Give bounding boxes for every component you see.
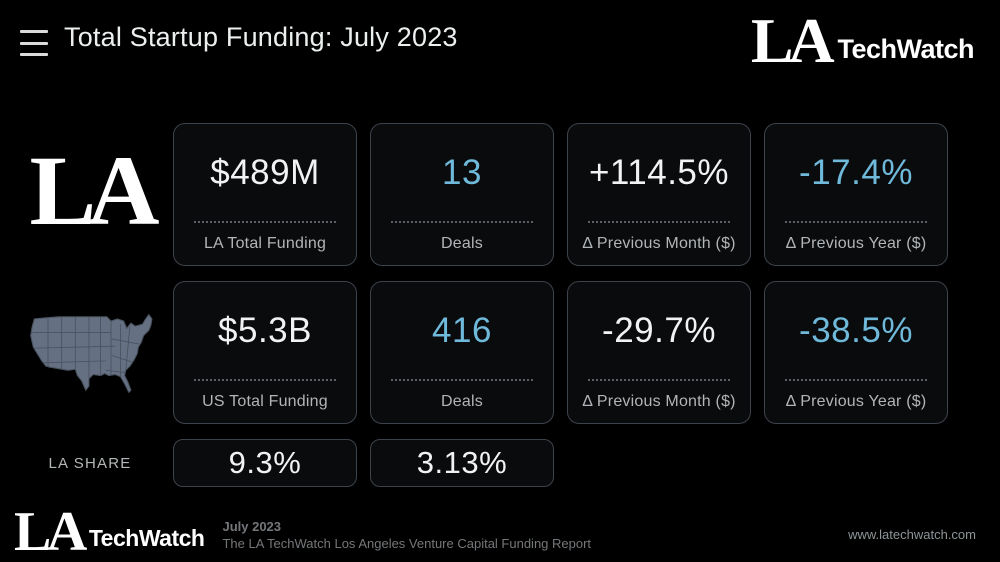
kpi-label: US Total Funding: [202, 393, 328, 410]
kpi-label: LA Total Funding: [203, 235, 327, 252]
kpi-label: Δ Previous Month ($): [582, 393, 736, 410]
kpi-card-us-prev-month: -29.7% Δ Previous Month ($): [567, 281, 751, 424]
techwatch-wordmark: TechWatch: [837, 33, 974, 64]
kpi-label: Δ Previous Year ($): [785, 235, 927, 252]
la-region-cell: LA: [20, 123, 160, 266]
footer-la-logo-mark: LA: [14, 501, 87, 562]
footer-text-block: July 2023 The LA TechWatch Los Angeles V…: [222, 519, 591, 551]
kpi-card-us-deals: 416 Deals: [370, 281, 554, 424]
kpi-card-us-prev-year: -38.5% Δ Previous Year ($): [764, 281, 948, 424]
dotted-divider: [194, 221, 336, 223]
la-region-logo: LA: [29, 134, 160, 246]
kpi-card-us-total-funding: $5.3B US Total Funding: [173, 281, 357, 424]
kpi-label: Δ Previous Month ($): [582, 235, 736, 252]
hamburger-menu-icon[interactable]: [20, 30, 48, 56]
kpi-value: 13: [442, 152, 482, 192]
footer-techwatch-wordmark: TechWatch: [88, 524, 205, 551]
kpi-value: +114.5%: [588, 152, 730, 192]
kpi-value: 3.13%: [416, 445, 508, 480]
kpi-value: -29.7%: [602, 310, 716, 350]
kpi-label: Deals: [441, 235, 483, 252]
footer: LA TechWatch July 2023 The LA TechWatch …: [14, 501, 591, 562]
kpi-card-la-prev-month: +114.5% Δ Previous Month ($): [567, 123, 751, 266]
kpi-value: $5.3B: [218, 310, 312, 350]
footer-report-title: The LA TechWatch Los Angeles Venture Cap…: [222, 536, 592, 551]
la-share-label: LA SHARE: [48, 454, 132, 472]
kpi-value: 416: [432, 310, 492, 350]
dotted-divider: [785, 379, 927, 381]
kpi-card-la-share-funding: 9.3%: [173, 439, 357, 487]
kpi-value: -38.5%: [799, 310, 913, 350]
website-link[interactable]: www.latechwatch.com: [848, 527, 976, 542]
latechwatch-logo: LA TechWatch: [750, 5, 975, 76]
dotted-divider: [194, 379, 336, 381]
kpi-grid: LA $489M LA Total Funding 13 Deals +114.…: [20, 123, 948, 487]
header: Total Startup Funding: July 2023 LA Tech…: [0, 0, 1000, 92]
kpi-label: Δ Previous Year ($): [785, 393, 927, 410]
dotted-divider: [785, 221, 927, 223]
kpi-value: $489M: [210, 152, 320, 192]
dotted-divider: [391, 221, 533, 223]
kpi-value: -17.4%: [799, 152, 913, 192]
kpi-card-la-total-funding: $489M LA Total Funding: [173, 123, 357, 266]
kpi-card-la-prev-year: -17.4% Δ Previous Year ($): [764, 123, 948, 266]
us-map-icon: [30, 313, 153, 393]
dotted-divider: [588, 221, 730, 223]
page-title: Total Startup Funding: July 2023: [64, 22, 458, 52]
kpi-value: 9.3%: [228, 445, 302, 480]
la-share-label-cell: LA SHARE: [20, 439, 160, 487]
kpi-label: Deals: [441, 393, 483, 410]
kpi-card-la-deals: 13 Deals: [370, 123, 554, 266]
empty-cell: [567, 439, 751, 487]
footer-date: July 2023: [222, 519, 282, 534]
kpi-card-la-share-deals: 3.13%: [370, 439, 554, 487]
us-region-cell: [20, 281, 160, 424]
la-logo-mark: LA: [750, 5, 835, 76]
dotted-divider: [588, 379, 730, 381]
dotted-divider: [391, 379, 533, 381]
empty-cell: [764, 439, 948, 487]
